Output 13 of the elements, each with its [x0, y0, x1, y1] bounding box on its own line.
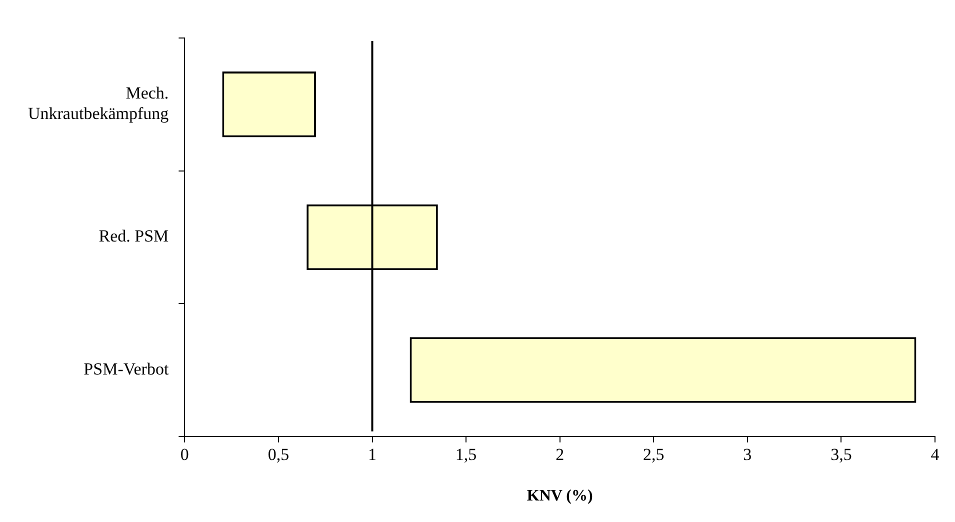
x-tick-label: 1 [368, 445, 377, 464]
x-tick-label: 4 [930, 445, 940, 464]
y-tick-label: Red. PSM [98, 226, 169, 246]
y-tick-label: Mech. Unkrautbekämpfung [28, 84, 170, 124]
y-tick-label: PSM-Verbot [84, 359, 169, 378]
x-tick-label: 3,5 [830, 445, 852, 464]
x-axis-title: KNV (%) [526, 488, 593, 505]
x-tick-label: 0,5 [268, 445, 290, 464]
x-tick-label: 2,5 [643, 445, 664, 464]
x-tick-label: 3 [743, 445, 752, 464]
x-tick-label: 2 [556, 445, 564, 464]
x-tick-label: 1,5 [455, 445, 477, 464]
x-tick-label: 0 [180, 445, 189, 464]
